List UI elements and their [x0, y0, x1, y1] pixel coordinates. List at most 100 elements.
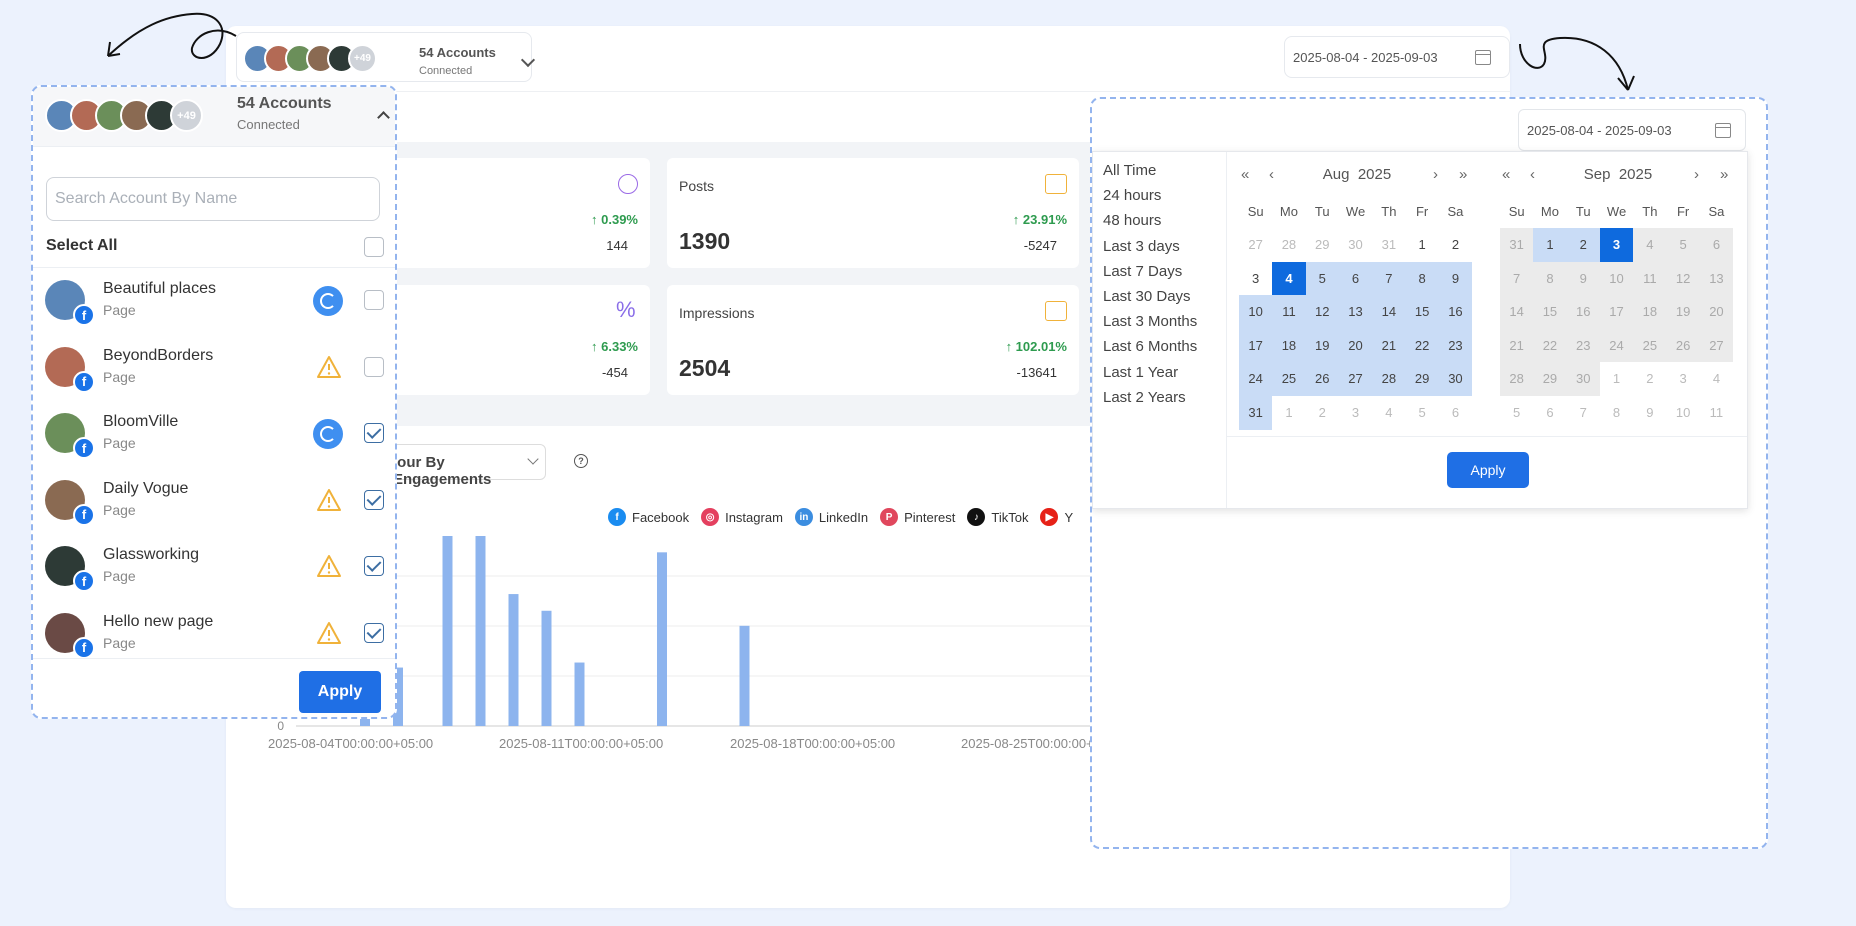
accounts-selector[interactable]: +49 54 Accounts Connected — [236, 32, 536, 82]
preset-range-item[interactable]: 48 hours — [1103, 212, 1162, 230]
calendar-day[interactable]: 11 — [1272, 295, 1306, 329]
calendar-day[interactable]: 2 — [1451, 237, 1460, 252]
help-icon[interactable]: ? — [574, 454, 588, 468]
calendar-day[interactable]: 13 — [1338, 295, 1373, 329]
select-all-checkbox[interactable] — [364, 237, 384, 257]
legend-item-linkedin[interactable]: in LinkedIn — [794, 508, 868, 526]
account-row[interactable]: f Daily Vogue Page — [33, 468, 395, 534]
account-row[interactable]: f Hello new page Page — [33, 601, 395, 667]
next-year-icon[interactable]: » — [1459, 166, 1468, 183]
calendar-day[interactable]: 27 — [1338, 362, 1373, 396]
calendar-day[interactable]: 5 — [1305, 261, 1339, 296]
calendar-day[interactable]: 3 — [1599, 228, 1634, 262]
preset-range-item[interactable]: Last 3 days — [1103, 237, 1180, 255]
calendar-day[interactable]: 23 — [1438, 328, 1473, 363]
accounts-dropdown-header[interactable]: +49 54 Accounts Connected — [33, 87, 395, 147]
calendar-day[interactable]: 2 — [1566, 228, 1600, 262]
calendar-day[interactable]: 18 — [1272, 328, 1306, 363]
calendar-day[interactable]: 8 — [1405, 261, 1439, 296]
calendar-day[interactable]: 9 — [1438, 261, 1473, 296]
calendar-day[interactable]: 2 — [1646, 371, 1654, 387]
date-range-input[interactable]: 2025-08-04 - 2025-09-03 — [1518, 109, 1746, 151]
calendar-day[interactable]: 30 — [1348, 237, 1363, 252]
calendar-day[interactable]: 16 — [1438, 295, 1473, 329]
next-year-icon[interactable]: » — [1720, 166, 1729, 183]
warning-icon[interactable] — [316, 621, 342, 645]
calendar-day[interactable]: 24 — [1239, 362, 1273, 396]
chevron-up-icon[interactable] — [377, 111, 390, 124]
calendar-day[interactable]: 3 — [1252, 270, 1260, 286]
calendar-day[interactable]: 1 — [1533, 228, 1567, 262]
metric-selector[interactable]: iour By Engagements — [386, 444, 546, 488]
prev-year-icon[interactable]: « — [1241, 166, 1250, 183]
calendar-day[interactable]: 6 — [1338, 261, 1373, 296]
calendar-day[interactable]: 14 — [1372, 295, 1406, 329]
calendar-day[interactable]: 2 — [1318, 404, 1326, 420]
calendar-day[interactable]: 15 — [1405, 295, 1439, 329]
calendar-day[interactable]: 4 — [1385, 404, 1393, 420]
sync-icon[interactable] — [313, 419, 343, 449]
account-row[interactable]: f BeyondBorders Page — [33, 335, 395, 401]
legend-item-instagram[interactable]: ◎ Instagram — [701, 508, 783, 526]
prev-month-icon[interactable]: ‹ — [1269, 166, 1274, 183]
calendar-day[interactable]: 3 — [1351, 404, 1360, 420]
calendar-day[interactable]: 6 — [1546, 404, 1554, 420]
warning-icon[interactable] — [316, 355, 342, 379]
preset-range-item[interactable]: Last 3 Months — [1103, 313, 1198, 331]
preset-range-item[interactable]: All Time — [1103, 162, 1157, 179]
account-row[interactable]: f BloomVille Page — [33, 401, 395, 467]
account-checkbox[interactable] — [364, 356, 384, 377]
calendar-day[interactable]: 1 — [1612, 371, 1621, 387]
preset-range-item[interactable]: Last 30 Days — [1103, 288, 1191, 305]
calendar-day[interactable]: 28 — [1372, 362, 1406, 396]
calendar-day[interactable]: 22 — [1405, 328, 1439, 363]
calendar-day[interactable]: 31 — [1239, 395, 1273, 430]
calendar-day[interactable]: 5 — [1513, 404, 1521, 420]
apply-date-button[interactable]: Apply — [1447, 452, 1529, 488]
calendar-day[interactable]: 3 — [1679, 371, 1687, 387]
calendar-day[interactable]: 7 — [1372, 261, 1406, 296]
account-checkbox[interactable] — [364, 290, 384, 310]
account-row[interactable]: f Glassworking Page — [33, 534, 395, 600]
calendar-day[interactable]: 29 — [1315, 237, 1330, 252]
warning-icon[interactable] — [316, 488, 342, 512]
sync-icon[interactable] — [313, 286, 343, 316]
account-row[interactable]: f Beautiful places Page — [33, 268, 395, 334]
warning-icon[interactable] — [316, 554, 342, 578]
calendar-day[interactable]: 27 — [1248, 237, 1263, 252]
calendar-day[interactable]: 12 — [1305, 295, 1339, 329]
prev-month-icon[interactable]: ‹ — [1530, 166, 1535, 183]
preset-range-item[interactable]: Last 2 Years — [1103, 388, 1186, 406]
prev-year-icon[interactable]: « — [1502, 166, 1511, 183]
calendar-day[interactable]: 4 — [1712, 371, 1721, 387]
account-checkbox[interactable] — [364, 556, 384, 576]
legend-item-tiktok[interactable]: ♪ TikTok — [967, 508, 1028, 526]
calendar-day[interactable]: 11 — [1709, 404, 1724, 420]
calendar-day[interactable]: 6 — [1451, 404, 1460, 420]
calendar-day[interactable]: 29 — [1405, 362, 1439, 396]
account-checkbox[interactable] — [364, 423, 384, 443]
calendar-day[interactable]: 30 — [1438, 362, 1473, 396]
apply-accounts-button[interactable]: Apply — [299, 671, 381, 713]
calendar-day[interactable]: 28 — [1281, 237, 1297, 252]
calendar-day[interactable]: 21 — [1372, 328, 1406, 363]
legend-item-pinterest[interactable]: P Pinterest — [880, 508, 955, 526]
calendar-day[interactable]: 4 — [1272, 261, 1306, 296]
calendar-day[interactable]: 31 — [1381, 237, 1397, 252]
calendar-day[interactable]: 19 — [1305, 328, 1339, 363]
legend-item-facebook[interactable]: f Facebook — [608, 508, 689, 526]
calendar-day[interactable]: 5 — [1418, 404, 1426, 420]
account-checkbox[interactable] — [364, 489, 384, 510]
legend-item-youtube[interactable]: ▶ Y — [1040, 508, 1073, 526]
account-checkbox[interactable] — [364, 622, 384, 643]
preset-range-item[interactable]: Last 7 Days — [1103, 262, 1183, 280]
calendar-day[interactable]: 8 — [1612, 404, 1621, 420]
preset-range-item[interactable]: Last 1 Year — [1103, 363, 1179, 381]
calendar-day[interactable]: 25 — [1272, 362, 1306, 396]
calendar-day[interactable]: 26 — [1305, 362, 1339, 396]
calendar-day[interactable]: 1 — [1418, 237, 1426, 252]
date-range-picker[interactable]: 2025-08-04 - 2025-09-03 — [1284, 36, 1510, 78]
calendar-day[interactable]: 17 — [1239, 328, 1273, 363]
calendar-day[interactable]: 7 — [1579, 404, 1587, 420]
preset-range-item[interactable]: Last 6 Months — [1103, 338, 1198, 356]
